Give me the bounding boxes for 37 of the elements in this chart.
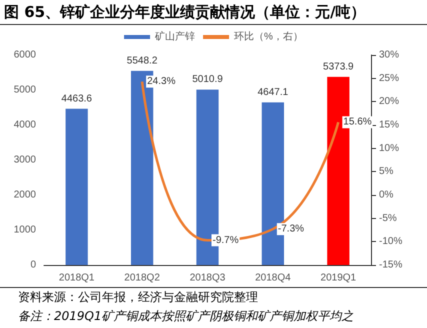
data-label: 15.6% [343, 116, 372, 128]
data-label: 5010.9 [192, 74, 224, 86]
y2-tick-label: 30% [379, 50, 400, 60]
y-tick-label: 5000 [14, 84, 36, 96]
data-label: 5548.2 [126, 55, 158, 66]
data-label: 5373.9 [323, 61, 354, 72]
y2-tick-label: -10% [379, 236, 402, 248]
data-label: 4647.1 [258, 86, 289, 98]
data-label: -9.7% [212, 234, 239, 246]
x-tick-label: 2018Q4 [255, 272, 292, 284]
x-tick-label: 2019Q1 [320, 272, 357, 284]
chart-title: 图 65、锌矿企业分年度业绩贡献情况（单位：元/吨） [0, 0, 427, 25]
y2-tick-label: 25% [379, 72, 400, 84]
y2-tick-label: 15% [379, 120, 400, 130]
y-tick-label: 0 [30, 260, 36, 270]
y2-tick-label: -15% [379, 260, 402, 270]
data-label: 24.3% [147, 76, 176, 88]
data-label: -7.3% [278, 224, 304, 235]
y2-tick-label: 0% [379, 190, 394, 200]
x-tick-label: 2018Q2 [124, 272, 160, 284]
y-tick-label: 4000 [14, 120, 36, 130]
y2-tick-label: 10% [379, 142, 400, 154]
y-tick-label: 3000 [14, 154, 36, 166]
bar [66, 108, 88, 265]
text: 资料来源：公司年报，经济与金融研究院整理 [18, 289, 259, 306]
y-tick-label: 6000 [14, 50, 36, 60]
y-tick-label: 1000 [14, 224, 36, 236]
y-tick-label: 2000 [14, 190, 36, 200]
x-tick-label: 2018Q1 [58, 272, 95, 284]
legend-label: 矿山产锌 [154, 30, 196, 42]
x-tick-label: 2018Q3 [190, 272, 226, 284]
y2-tick-label: -5% [379, 212, 397, 224]
text: 备注：2019Q1矿产铜成本按照矿产阴极铜和矿产铜加权平均之 [18, 308, 355, 325]
y2-tick-label: 20% [379, 96, 400, 108]
y2-tick-label: 5% [379, 166, 394, 178]
legend-label: 环比（%，右） [234, 30, 303, 42]
data-label: 4463.6 [61, 93, 92, 104]
